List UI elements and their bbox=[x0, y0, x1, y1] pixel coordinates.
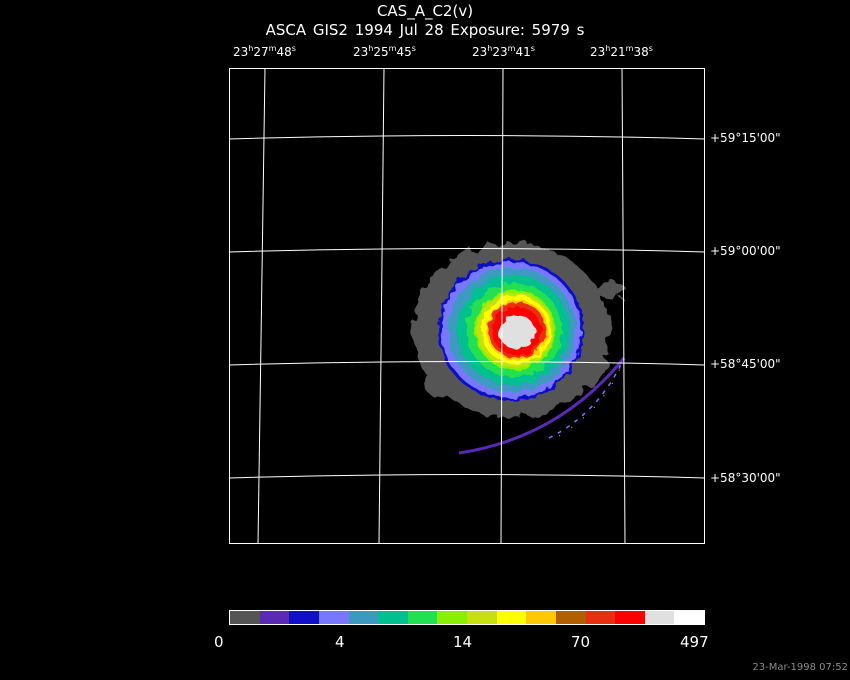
colorbar-swatch bbox=[259, 611, 290, 624]
ra-label-4: 23h21m38s bbox=[590, 44, 653, 59]
coordinate-grid bbox=[229, 68, 705, 544]
source-emission bbox=[413, 243, 626, 455]
dec-label-3: +58°45'00" bbox=[710, 357, 781, 371]
colorbar-swatch bbox=[674, 611, 704, 624]
sky-image bbox=[229, 68, 705, 544]
colorbar-swatch bbox=[615, 611, 645, 624]
colorbar-swatch bbox=[585, 611, 616, 624]
ra-label-1: 23h27m48s bbox=[233, 44, 296, 59]
colorbar-swatch bbox=[407, 611, 438, 624]
ra-label-3: 23h23m41s bbox=[472, 44, 535, 59]
colorbar-tick-label: 70 bbox=[571, 633, 591, 651]
colorbar-tick-label: 14 bbox=[453, 633, 473, 651]
colorbar-swatch bbox=[644, 611, 675, 624]
dec-label-1: +59°15'00" bbox=[710, 131, 781, 145]
dec-label-2: +59°00'00" bbox=[710, 244, 781, 258]
colorbar-swatch bbox=[555, 611, 586, 624]
colorbar-tick-label: 4 bbox=[335, 633, 345, 651]
colorbar-swatch bbox=[230, 611, 260, 624]
colorbar-tick-label: 0 bbox=[214, 633, 224, 651]
color-scale-bar bbox=[229, 610, 705, 625]
timestamp: 23-Mar-1998 07:52 bbox=[752, 662, 848, 673]
colorbar-swatch bbox=[496, 611, 527, 624]
colorbar-swatch bbox=[467, 611, 497, 624]
image-subtitle: ASCA GIS2 1994 Jul 28 Exposure: 5979 s bbox=[265, 21, 585, 39]
dec-label-4: +58°30'00" bbox=[710, 471, 781, 485]
ra-label-2: 23h25m45s bbox=[353, 44, 416, 59]
colorbar-swatch bbox=[378, 611, 408, 624]
image-frame bbox=[229, 68, 705, 544]
colorbar-tick-label: 497 bbox=[680, 633, 709, 651]
colorbar-swatch bbox=[526, 611, 556, 624]
colorbar-swatch bbox=[437, 611, 467, 624]
colorbar-swatch bbox=[289, 611, 319, 624]
colorbar-swatch bbox=[318, 611, 349, 624]
image-title: CAS_A_C2(v) bbox=[376, 2, 474, 20]
colorbar-swatch bbox=[348, 611, 379, 624]
